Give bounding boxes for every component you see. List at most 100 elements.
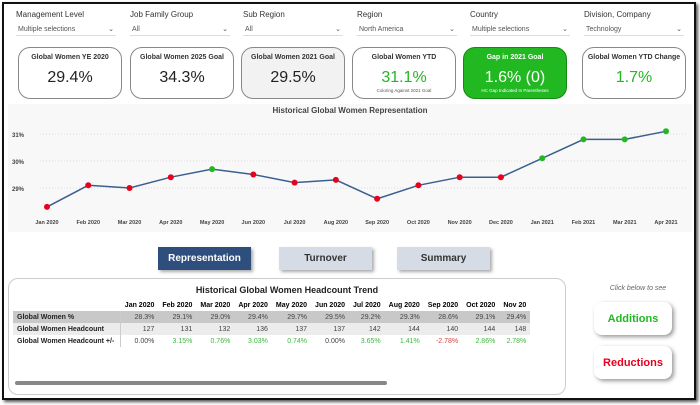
x-tick-label: Aug 2020 bbox=[324, 220, 348, 226]
reductions-button[interactable]: Reductions bbox=[594, 346, 672, 379]
data-point[interactable] bbox=[291, 179, 298, 186]
filter-value: Multiple selections bbox=[18, 25, 76, 33]
chevron-down-icon: ⌄ bbox=[676, 26, 682, 33]
filter-dropdown[interactable]: Multiple selections ⌄ bbox=[16, 23, 116, 36]
kpi-subtitle: HC Gap Indicated In Parentheses bbox=[481, 88, 549, 93]
chevron-down-icon: ⌄ bbox=[562, 26, 568, 33]
data-point[interactable] bbox=[167, 174, 174, 181]
table-cell: 0.00% bbox=[325, 337, 346, 345]
kpi-card: Global Women YTD 31.1% Coloring Against … bbox=[352, 47, 456, 99]
table-cell: 29.1% bbox=[172, 313, 193, 321]
data-point[interactable] bbox=[539, 155, 546, 162]
data-point[interactable] bbox=[580, 136, 587, 143]
x-tick-label: Jan 2021 bbox=[531, 220, 554, 226]
table-cell: 0.74% bbox=[287, 337, 308, 345]
data-point[interactable] bbox=[126, 185, 133, 191]
filter-value: All bbox=[245, 25, 253, 33]
horizontal-scrollbar[interactable] bbox=[15, 381, 387, 385]
kpi-subtitle: Coloring Against 2021 Goal bbox=[376, 88, 432, 93]
table-cell: 29.7% bbox=[287, 313, 308, 321]
table-cell: 3.03% bbox=[248, 337, 268, 345]
x-tick-label: Mar 2020 bbox=[118, 220, 142, 226]
table-cell: 3.65% bbox=[360, 337, 381, 345]
table-cell: 2.86% bbox=[475, 337, 496, 345]
kpi-card: Global Women YE 2020 29.4% bbox=[18, 47, 122, 99]
filter-label: Job Family Group bbox=[130, 10, 194, 19]
x-tick-label: Sep 2020 bbox=[365, 220, 389, 226]
filter-dropdown[interactable]: All ⌄ bbox=[130, 23, 230, 36]
column-header: Sep 2020 bbox=[427, 301, 459, 309]
chevron-down-icon: ⌄ bbox=[222, 26, 228, 33]
table-cell: 127 bbox=[142, 325, 155, 333]
data-point[interactable] bbox=[374, 195, 381, 202]
row-label: Global Women Headcount +/- bbox=[13, 335, 122, 347]
data-point[interactable] bbox=[44, 203, 50, 210]
column-header: Jul 2020 bbox=[353, 301, 381, 309]
table-cell: 29.3% bbox=[399, 313, 420, 321]
filter-2: Sub Region All ⌄ bbox=[243, 10, 343, 36]
row-label: Global Women % bbox=[13, 311, 122, 323]
kpi-title: Global Women YE 2020 bbox=[31, 54, 109, 61]
filter-1: Job Family Group All ⌄ bbox=[130, 10, 230, 36]
chart-area bbox=[8, 104, 692, 232]
column-header: Jun 2020 bbox=[315, 301, 346, 309]
table-cell: -2.78% bbox=[435, 337, 459, 345]
data-point[interactable] bbox=[621, 136, 628, 143]
kpi-value: 34.3% bbox=[159, 69, 205, 86]
table-cell: 29.1% bbox=[475, 313, 496, 321]
tab-turnover[interactable]: Turnover bbox=[279, 247, 372, 270]
data-point[interactable] bbox=[85, 182, 92, 189]
kpi-title: Global Women YTD bbox=[371, 54, 437, 61]
filter-dropdown[interactable]: Technology ⌄ bbox=[584, 23, 684, 36]
filter-dropdown[interactable]: Multiple selections ⌄ bbox=[470, 23, 570, 36]
data-point[interactable] bbox=[209, 166, 216, 173]
x-tick-label: Apr 2020 bbox=[159, 220, 182, 226]
column-header: May 2020 bbox=[275, 301, 308, 309]
column-header: Jan 2020 bbox=[124, 301, 155, 309]
x-tick-label: Feb 2020 bbox=[76, 220, 100, 226]
line-chart: 29% 30% 31% Jan 2020 Feb 2020 Mar 2020 Apr 202… bbox=[12, 128, 686, 226]
chevron-down-icon: ⌄ bbox=[335, 26, 341, 33]
filter-value: North America bbox=[359, 25, 404, 33]
column-header: Oct 2020 bbox=[466, 301, 496, 309]
tab-representation[interactable]: Representation bbox=[158, 247, 251, 270]
table-cell: 0.00% bbox=[134, 337, 155, 345]
filter-label: Country bbox=[470, 10, 499, 19]
column-header: Apr 2020 bbox=[238, 301, 268, 309]
table-cell: 28.6% bbox=[438, 313, 459, 321]
table-cell: 132 bbox=[218, 325, 231, 333]
chevron-down-icon: ⌄ bbox=[108, 26, 114, 33]
headcount-table-panel: Historical Global Women Headcount Trend … bbox=[8, 278, 566, 395]
kpi-value: 1.6% (0) bbox=[484, 69, 546, 86]
y-tick-label: 30% bbox=[12, 160, 25, 166]
table-cell: 1.41% bbox=[399, 337, 420, 345]
filter-5: Division, Company Technology ⌄ bbox=[584, 10, 684, 36]
x-tick-label: Jul 2020 bbox=[284, 220, 306, 226]
x-tick-label: Jun 2020 bbox=[242, 220, 266, 226]
kpi-title: Global Women 2025 Goal bbox=[140, 54, 224, 61]
data-point[interactable] bbox=[250, 171, 257, 178]
x-tick-label: Nov 2020 bbox=[448, 220, 472, 226]
kpi-card: Global Women 2021 Goal 29.5% bbox=[241, 47, 345, 99]
tab-summary[interactable]: Summary bbox=[397, 247, 490, 270]
filter-label: Region bbox=[357, 10, 383, 19]
filter-dropdown[interactable]: North America ⌄ bbox=[357, 23, 457, 36]
data-point[interactable] bbox=[456, 174, 463, 181]
side-hint: Click below to see bbox=[609, 285, 667, 292]
table-cell: 137 bbox=[333, 325, 346, 333]
filter-dropdown[interactable]: All ⌄ bbox=[243, 23, 343, 36]
x-tick-label: Jan 2020 bbox=[35, 220, 58, 226]
table-cell: 29.5% bbox=[325, 313, 346, 321]
table-cell: 2.78% bbox=[506, 337, 527, 345]
x-tick-label: May 2020 bbox=[200, 220, 224, 226]
data-point[interactable] bbox=[415, 182, 422, 189]
data-point[interactable] bbox=[332, 176, 339, 183]
additions-button[interactable]: Additions bbox=[594, 302, 672, 335]
data-point[interactable] bbox=[497, 174, 504, 181]
filter-0: Management Level Multiple selections ⌄ bbox=[16, 10, 116, 36]
filter-value: All bbox=[132, 25, 140, 33]
filter-4: Country Multiple selections ⌄ bbox=[470, 10, 570, 36]
table-cell: 29.4% bbox=[248, 313, 268, 321]
table-header-row: Jan 2020 Feb 2020 Mar 2020 Apr 2020 May 2020… bbox=[13, 299, 530, 311]
data-point[interactable] bbox=[663, 128, 669, 135]
